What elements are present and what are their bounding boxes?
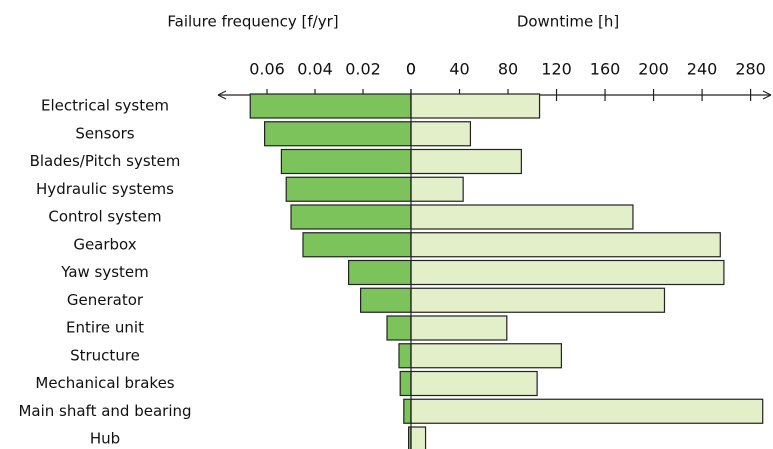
- category-label: Electrical system: [41, 97, 169, 115]
- bar: [403, 398, 412, 424]
- bar: [410, 398, 764, 424]
- bar: [410, 176, 464, 202]
- right-title: Downtime [h]: [517, 13, 619, 31]
- tick-label: 240: [687, 60, 718, 79]
- category-label: Mechanical brakes: [35, 374, 174, 392]
- bar: [290, 204, 412, 230]
- bar: [264, 121, 412, 147]
- bar: [410, 343, 562, 369]
- category-label: Hub: [90, 430, 120, 448]
- tick-label: 120: [541, 60, 572, 79]
- bar: [302, 232, 412, 258]
- tick-label: 0: [406, 60, 416, 79]
- tick-label: 0.06: [249, 60, 285, 79]
- bar: [360, 287, 412, 313]
- tick-label: 0.04: [297, 60, 333, 79]
- category-label: Blades/Pitch system: [30, 152, 181, 170]
- category-label: Sensors: [75, 124, 134, 142]
- tick-label: 0: [406, 60, 416, 79]
- bar: [410, 121, 472, 147]
- bar: [348, 259, 412, 286]
- bar: [285, 176, 412, 202]
- bar: [386, 315, 412, 341]
- bar: [280, 148, 412, 175]
- left-title: Failure frequency [f/yr]: [167, 13, 338, 31]
- category-label: Generator: [67, 291, 144, 309]
- bar: [410, 315, 508, 341]
- category-label: Structure: [70, 346, 140, 364]
- bar: [249, 93, 412, 119]
- tick-label: 80: [498, 60, 518, 79]
- bar: [410, 232, 721, 258]
- bar: [410, 259, 725, 286]
- bar: [410, 287, 666, 313]
- tick-label: 40: [449, 60, 469, 79]
- category-label: Gearbox: [73, 235, 136, 253]
- bar: [410, 426, 427, 449]
- tick-label: 280: [735, 60, 766, 79]
- category-label: Yaw system: [60, 263, 149, 281]
- category-label: Main shaft and bearing: [18, 402, 191, 420]
- bar: [410, 93, 541, 119]
- tick-label: 0.02: [345, 60, 381, 79]
- bar: [410, 204, 634, 230]
- bar: [399, 370, 412, 397]
- category-label: Hydraulic systems: [36, 180, 174, 198]
- axis-arrow: [217, 90, 227, 100]
- category-label: Control system: [48, 208, 161, 226]
- category-label: Entire unit: [66, 319, 144, 337]
- axis-arrow: [762, 90, 772, 100]
- bar: [398, 343, 412, 369]
- bar: [410, 148, 522, 175]
- bar: [410, 370, 538, 397]
- tick-label: 200: [638, 60, 669, 79]
- tick-label: 160: [590, 60, 621, 79]
